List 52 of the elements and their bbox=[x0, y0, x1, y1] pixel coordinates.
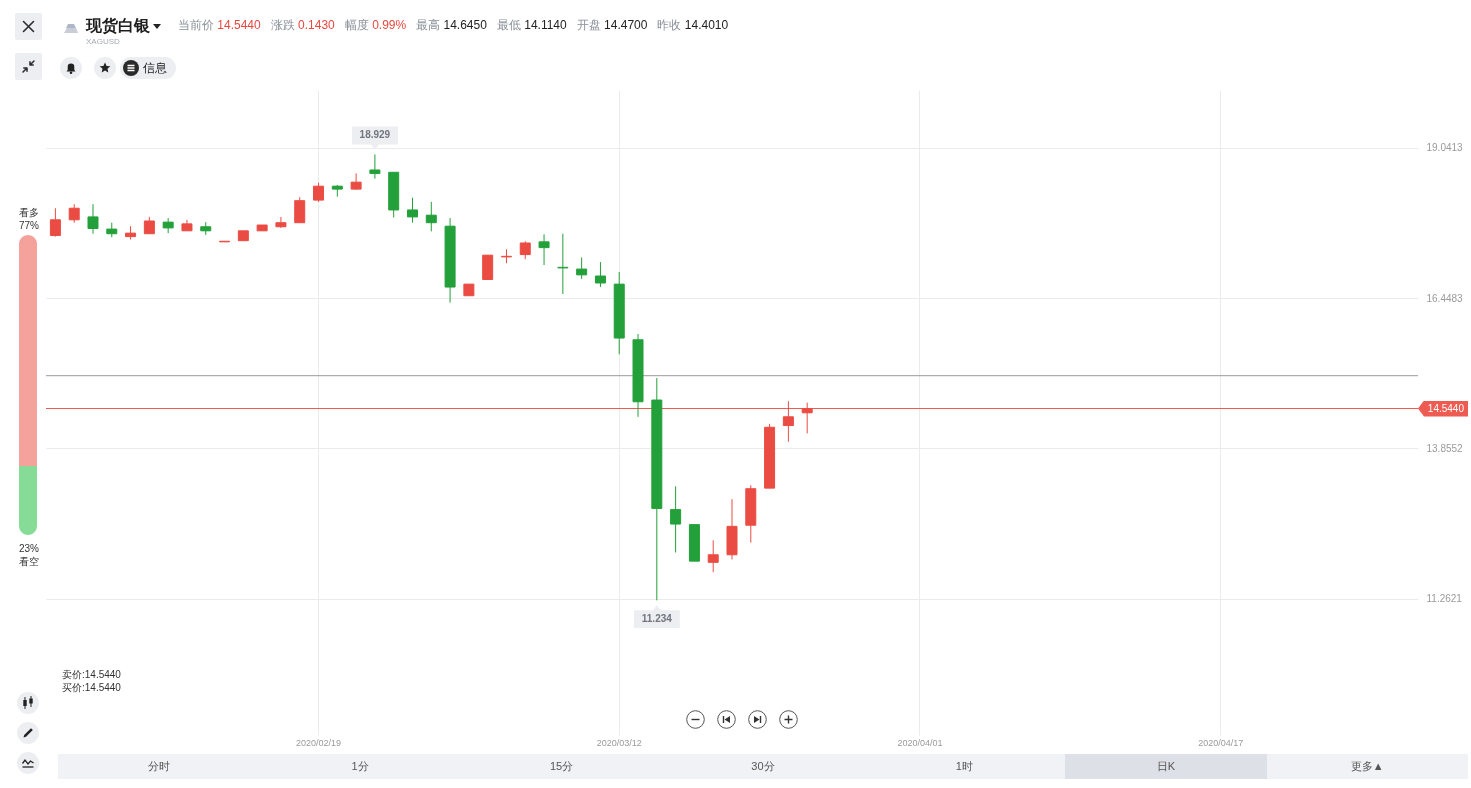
candlestick bbox=[557, 233, 569, 295]
data-label: 77% bbox=[19, 220, 40, 231]
y-tick-label: 11.2621 bbox=[1426, 593, 1463, 605]
chart-subtitle: XAGUSD bbox=[86, 37, 120, 46]
y-tick-label: 16.4483 bbox=[1426, 292, 1464, 304]
annotation: 买价:14.5440 bbox=[62, 682, 121, 694]
y-tick-label: 13.8552 bbox=[1426, 442, 1464, 454]
candlestick bbox=[369, 153, 381, 180]
x-tick-label: 2020/03/12 bbox=[596, 737, 642, 748]
candlestick bbox=[594, 261, 606, 288]
text: 开盘 14.4700 bbox=[576, 18, 648, 32]
candlestick bbox=[801, 402, 813, 434]
annotation: 11.234 bbox=[633, 605, 680, 629]
candlestick bbox=[49, 207, 61, 238]
x-tick-label: 2020/02/19 bbox=[296, 737, 342, 748]
text: 最高 14.6450 bbox=[416, 18, 487, 32]
candlestick bbox=[68, 203, 80, 224]
text: 日K bbox=[1065, 754, 1267, 779]
x-tick-label: 2020/04/17 bbox=[1198, 737, 1244, 748]
data-label: 23% bbox=[19, 543, 40, 554]
text: 15分 bbox=[548, 759, 575, 774]
text: 信息 bbox=[143, 61, 167, 75]
candlestick bbox=[87, 203, 99, 235]
text: 最低 14.1140 bbox=[496, 18, 567, 32]
candlestick bbox=[275, 216, 287, 229]
candlestick bbox=[294, 196, 306, 224]
annotation: 18.929 bbox=[351, 126, 398, 150]
candlestick bbox=[576, 256, 588, 280]
chart-title: 现货白银 bbox=[86, 16, 150, 36]
text: 当前价 14.5440 bbox=[178, 18, 261, 32]
text: 更多▲ bbox=[1349, 759, 1385, 774]
text: 30分 bbox=[750, 759, 776, 774]
text: 分时 bbox=[146, 759, 171, 774]
series-label: 看多 bbox=[19, 207, 39, 218]
annotation: 卖价:14.5440 bbox=[62, 669, 121, 681]
ref-line-label: 14.5440 bbox=[1418, 400, 1468, 417]
candlestick bbox=[782, 400, 794, 443]
x-tick-label: 2020/04/01 bbox=[897, 737, 943, 748]
candlestick bbox=[313, 182, 325, 203]
text: 涨跌 0.1430 bbox=[270, 18, 335, 32]
candlestick bbox=[350, 172, 362, 191]
y-tick-label: 19.0413 bbox=[1426, 142, 1464, 154]
text: 1分 bbox=[350, 759, 370, 774]
text: 昨收 14.4010 bbox=[657, 18, 729, 32]
text: 幅度 0.99% bbox=[344, 18, 407, 32]
candlestick bbox=[538, 233, 550, 266]
candlestick bbox=[670, 485, 682, 553]
candlestick bbox=[425, 201, 437, 232]
text: 1时 bbox=[954, 759, 974, 774]
candlestick bbox=[406, 197, 418, 224]
candlestick bbox=[707, 539, 719, 573]
text: 看空 bbox=[19, 556, 39, 567]
